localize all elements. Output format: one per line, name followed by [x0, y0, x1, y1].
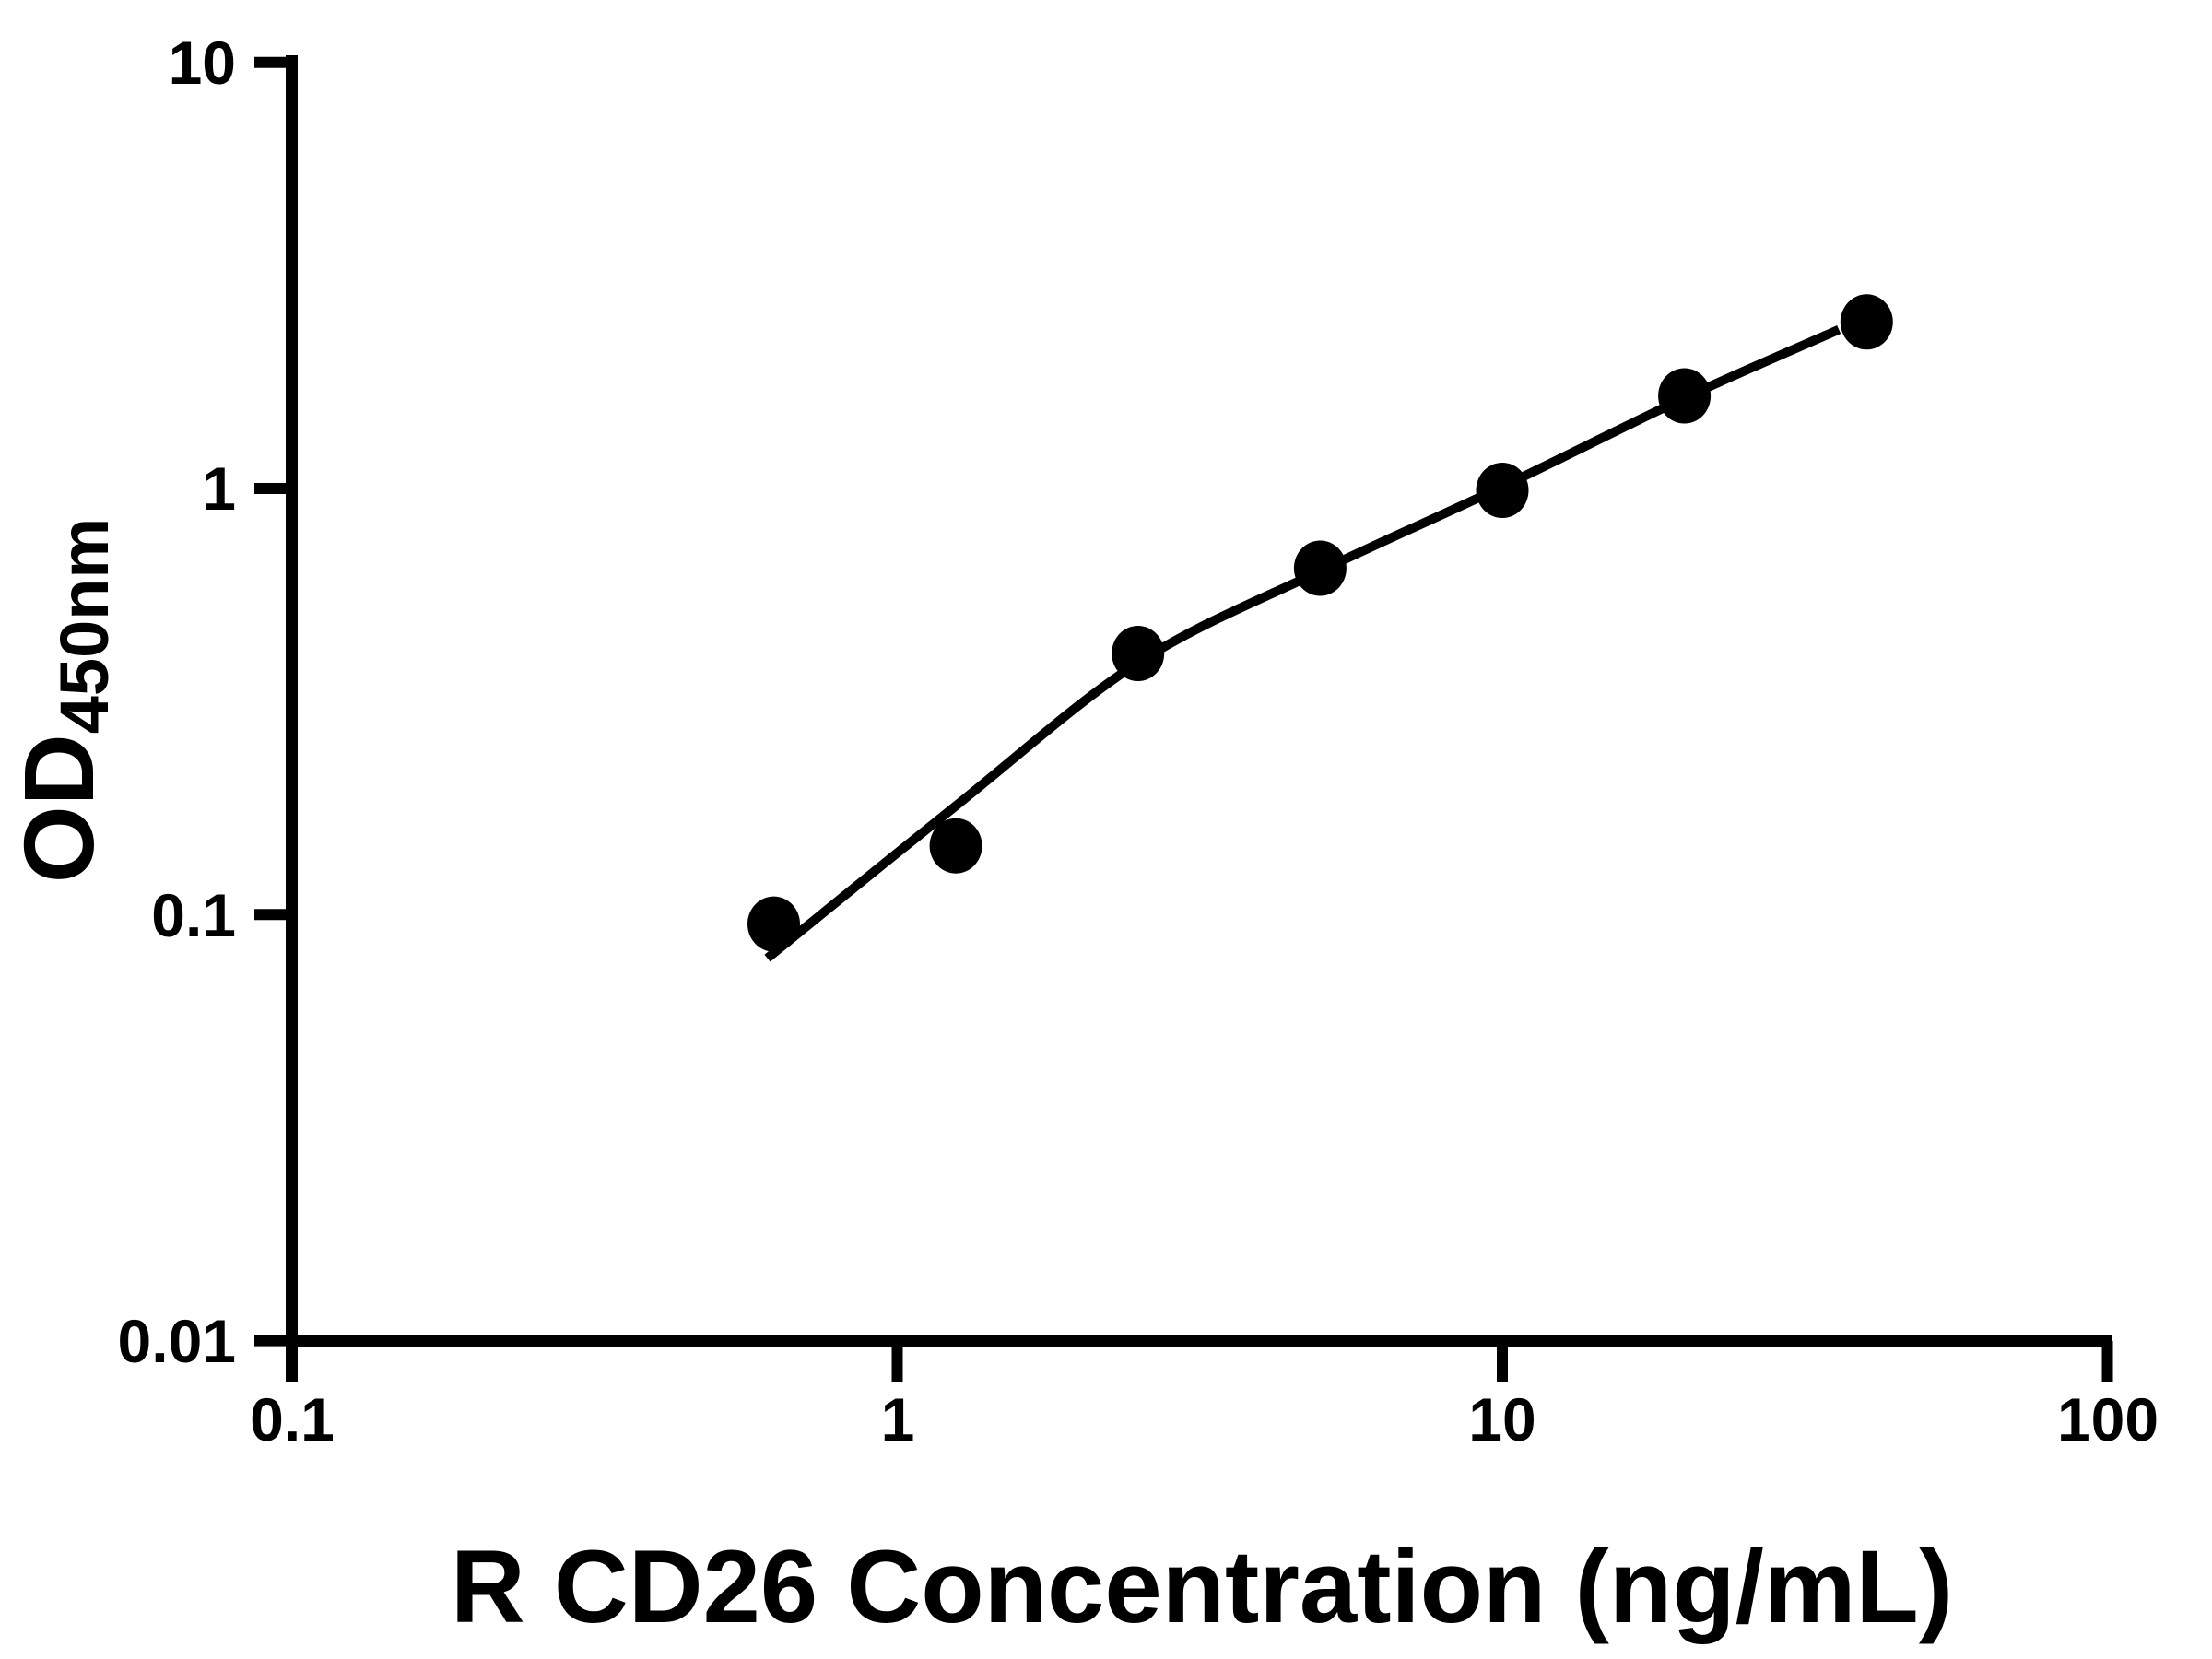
x-tick-label-0p1: 0.1: [250, 1385, 335, 1453]
fitted-curve: [764, 325, 1841, 962]
data-point: [929, 818, 982, 874]
x-tick-label-10: 10: [1468, 1385, 1536, 1453]
y-axis-title: OD450nm: [3, 517, 135, 883]
y-axis-title-subscript: 450nm: [46, 517, 123, 735]
y-tick-label-10: 10: [168, 29, 236, 97]
x-axis-title: R CD26 Concentration (ng/mL): [450, 1529, 1954, 1644]
data-point: [1658, 368, 1712, 424]
data-point: [1840, 294, 1893, 350]
data-point: [1476, 463, 1529, 518]
data-point: [747, 896, 800, 952]
y-axis-title-base: OD: [3, 734, 114, 884]
data-point: [1293, 540, 1347, 596]
data-point: [1112, 626, 1165, 681]
y-tick-label-1: 1: [202, 454, 236, 523]
x-tick-label-1: 1: [880, 1385, 915, 1453]
x-tick-label-100: 100: [2056, 1385, 2159, 1453]
y-tick-label-0p01: 0.01: [117, 1307, 236, 1375]
y-tick-label-0p1: 0.1: [151, 881, 236, 949]
